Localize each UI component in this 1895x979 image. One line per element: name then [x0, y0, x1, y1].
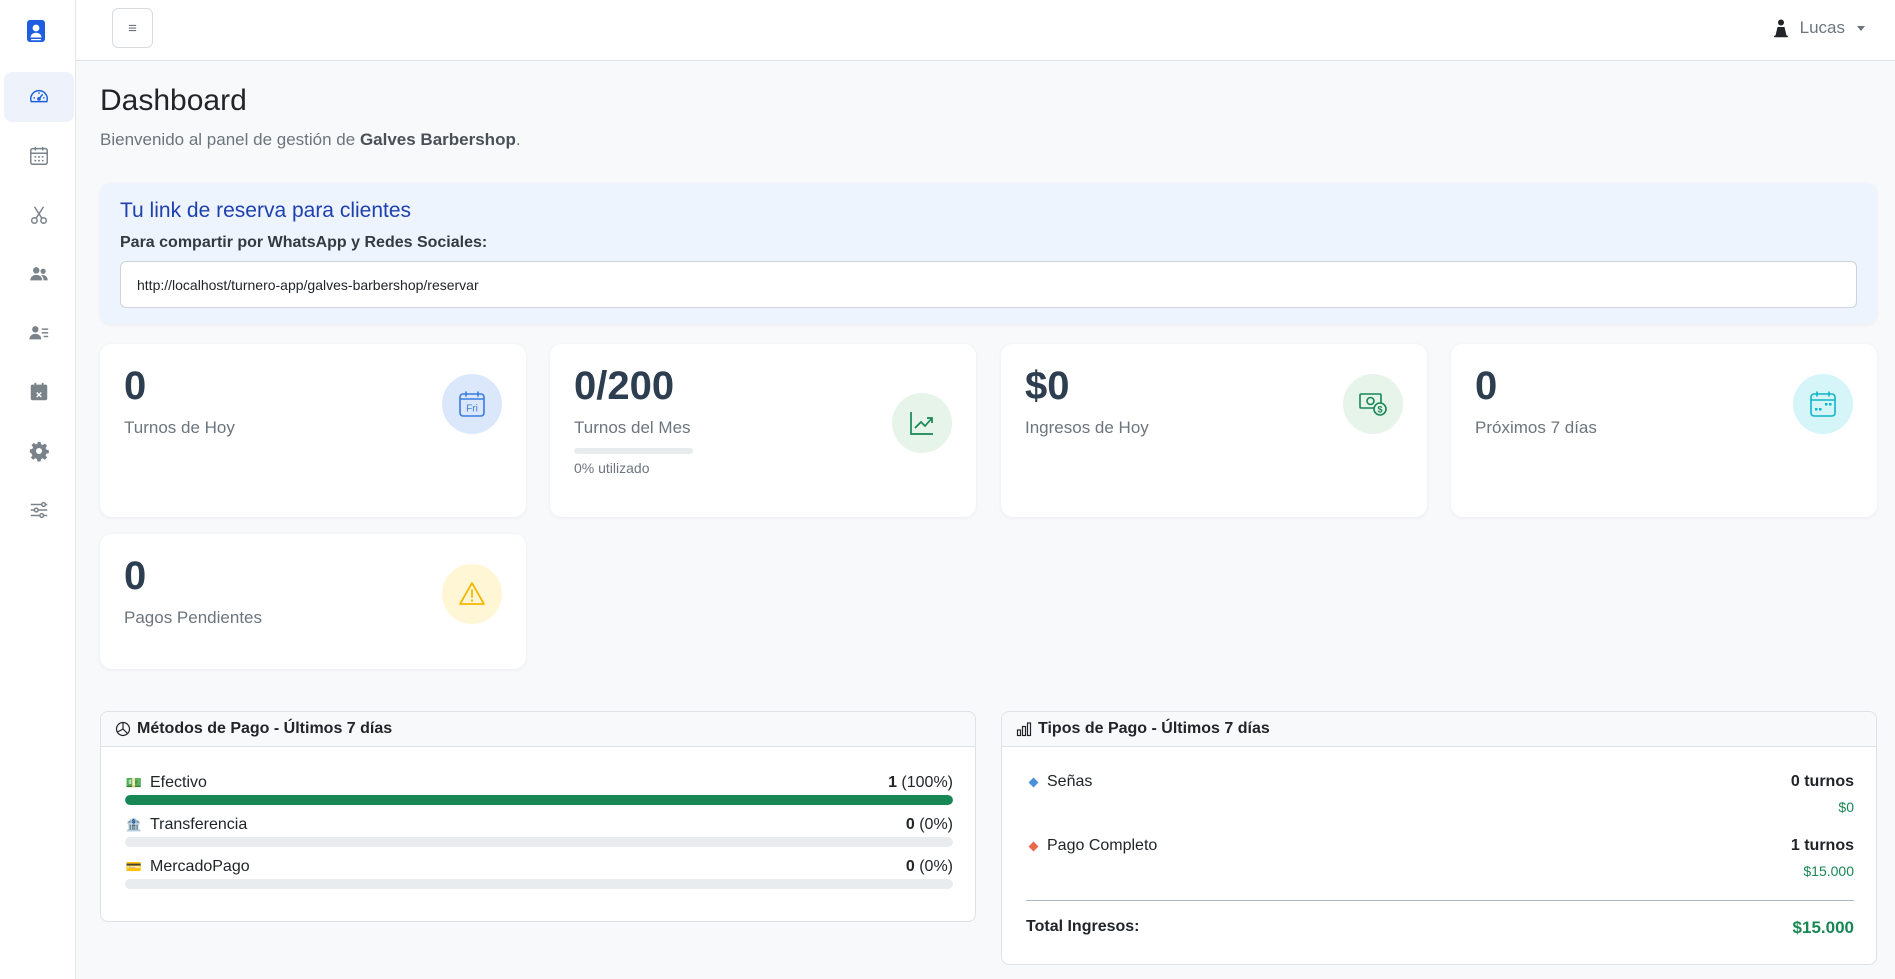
month-usage-progress [574, 448, 693, 454]
page-title: Dashboard [100, 84, 247, 117]
hamburger-icon: ≡ [128, 19, 137, 37]
page-subtitle: Bienvenido al panel de gestión de Galves… [100, 130, 521, 150]
stat-card-today: 0 Turnos de Hoy Fri [100, 344, 526, 517]
total-label: Total Ingresos: [1026, 918, 1140, 935]
calendar-x-icon [30, 382, 48, 401]
stat-card-upcoming: 0 Próximos 7 días [1451, 344, 1877, 517]
svg-text:Fri: Fri [466, 404, 478, 415]
type-amount: $0 [1838, 799, 1854, 815]
cash-icon: $ [1343, 374, 1403, 434]
type-label: Pago Completo [1047, 837, 1158, 854]
method-count: 1 (100%) [888, 774, 953, 791]
payment-types-panel: Tipos de Pago - Últimos 7 días Señas 0 tu… [1001, 711, 1877, 965]
pie-chart-icon [115, 721, 131, 737]
topbar: ≡ Lucas [76, 0, 1895, 61]
diamond-icon [1028, 841, 1039, 851]
cash-icon: 💵 [125, 775, 143, 790]
payment-methods-panel: Métodos de Pago - Últimos 7 días 💵 Efecti… [100, 711, 976, 922]
stat-label: Ingresos de Hoy [1025, 418, 1149, 437]
booking-link-input[interactable] [120, 261, 1857, 308]
svg-text:$: $ [1377, 405, 1382, 415]
user-name: Lucas [1799, 18, 1845, 37]
booking-link-label: Para compartir por WhatsApp y Redes Soci… [120, 234, 488, 251]
payment-type-row: Pago Completo 1 turnos $15.000 [1026, 837, 1854, 879]
sliders-icon [30, 501, 48, 519]
sidebar-item-staff[interactable] [4, 308, 74, 358]
sidebar-item-calendar[interactable] [4, 131, 74, 181]
payment-method-row: 🏦 Transferencia 0 (0%) [125, 815, 953, 847]
payment-method-row: 💳 MercadoPago 0 (0%) [125, 857, 953, 889]
user-menu[interactable]: Lucas [1772, 18, 1865, 38]
method-progress-fill [125, 795, 953, 805]
panel-header: Tipos de Pago - Últimos 7 días [1002, 712, 1876, 747]
stat-label: Turnos de Hoy [124, 418, 235, 437]
scissors-icon [30, 206, 48, 224]
panel-title: Tipos de Pago - Últimos 7 días [1038, 720, 1270, 737]
type-count: 1 turnos [1790, 837, 1854, 854]
total-amount: $15.000 [1792, 918, 1854, 937]
stat-label: Turnos del Mes [574, 418, 691, 437]
method-progress [125, 879, 953, 889]
stat-value: 0 [124, 554, 147, 598]
payment-type-row: Señas 0 turnos $0 [1026, 773, 1854, 815]
warning-icon [442, 564, 502, 624]
method-label: MercadoPago [150, 858, 250, 875]
sidebar-item-blocked-days[interactable] [4, 367, 74, 417]
type-count: 0 turnos [1790, 773, 1854, 790]
people-icon [30, 267, 48, 281]
stat-label: Próximos 7 días [1475, 418, 1597, 437]
sidebar-item-clients[interactable] [4, 249, 74, 299]
speedometer-icon [30, 89, 48, 103]
stat-value: 0 [124, 364, 147, 408]
app-logo-icon[interactable] [24, 19, 48, 43]
method-count: 0 (0%) [905, 816, 953, 833]
sidebar-item-dashboard[interactable] [4, 72, 74, 122]
sidebar-item-services[interactable] [4, 190, 74, 240]
method-count: 0 (0%) [905, 858, 953, 875]
booking-link-title: Tu link de reserva para clientes [120, 199, 412, 222]
stat-card-income: $0 Ingresos de Hoy $ [1001, 344, 1427, 517]
payment-method-row: 💵 Efectivo 1 (100%) [125, 773, 953, 805]
person-lines-icon [29, 326, 49, 340]
method-progress [125, 837, 953, 847]
method-progress [125, 795, 953, 805]
type-amount: $15.000 [1803, 863, 1854, 879]
stat-value: $0 [1025, 364, 1070, 408]
sidebar-item-adjustments[interactable] [4, 485, 74, 535]
calendar-icon [30, 146, 48, 165]
booking-link-card: Tu link de reserva para clientes Para co… [100, 183, 1877, 324]
sidebar-item-settings[interactable] [4, 426, 74, 476]
month-usage-note: 0% utilizado [574, 460, 650, 476]
panel-header: Métodos de Pago - Últimos 7 días [101, 712, 975, 747]
gear-icon [29, 441, 49, 462]
user-avatar-icon [1773, 19, 1788, 38]
chevron-down-icon [1857, 25, 1865, 31]
graph-up-icon [892, 393, 952, 453]
panel-title: Métodos de Pago - Últimos 7 días [137, 720, 393, 737]
type-label: Señas [1047, 773, 1093, 790]
bar-chart-icon [1016, 722, 1032, 737]
calendar-fri-icon: Fri [442, 374, 502, 434]
total-income-row: Total Ingresos: $15.000 [1026, 918, 1854, 938]
subtitle-suffix: . [515, 130, 521, 149]
method-label: Efectivo [150, 774, 207, 791]
stat-card-pending: 0 Pagos Pendientes [100, 534, 526, 669]
stat-value: 0/200 [574, 364, 675, 408]
stat-card-month: 0/200 Turnos del Mes 0% utilizado [550, 344, 976, 517]
stat-label: Pagos Pendientes [124, 608, 262, 627]
sidebar [0, 0, 76, 979]
diamond-icon [1028, 777, 1039, 787]
subtitle-text: Bienvenido al panel de gestión de [100, 130, 360, 149]
bank-icon: 🏦 [125, 817, 143, 832]
menu-toggle-button[interactable]: ≡ [112, 8, 153, 48]
credit-card-icon: 💳 [125, 859, 143, 874]
divider [1026, 900, 1854, 901]
business-name: Galves Barbershop [359, 130, 516, 149]
stat-value: 0 [1475, 364, 1498, 408]
calendar-week-icon [1793, 374, 1853, 434]
method-label: Transferencia [150, 816, 248, 833]
